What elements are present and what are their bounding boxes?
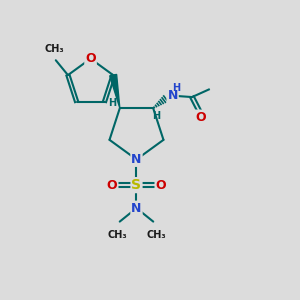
Text: O: O	[85, 52, 96, 65]
Text: N: N	[131, 153, 142, 166]
Text: O: O	[107, 178, 118, 192]
Text: H: H	[152, 111, 160, 121]
Text: CH₃: CH₃	[107, 230, 127, 240]
Polygon shape	[110, 74, 120, 108]
Text: N: N	[131, 202, 142, 214]
Text: S: S	[131, 178, 142, 192]
Text: H: H	[172, 82, 180, 93]
Text: CH₃: CH₃	[146, 230, 166, 240]
Text: O: O	[195, 110, 206, 124]
Text: N: N	[167, 89, 178, 102]
Text: O: O	[155, 178, 166, 192]
Text: CH₃: CH₃	[45, 44, 64, 54]
Text: H: H	[108, 98, 116, 108]
